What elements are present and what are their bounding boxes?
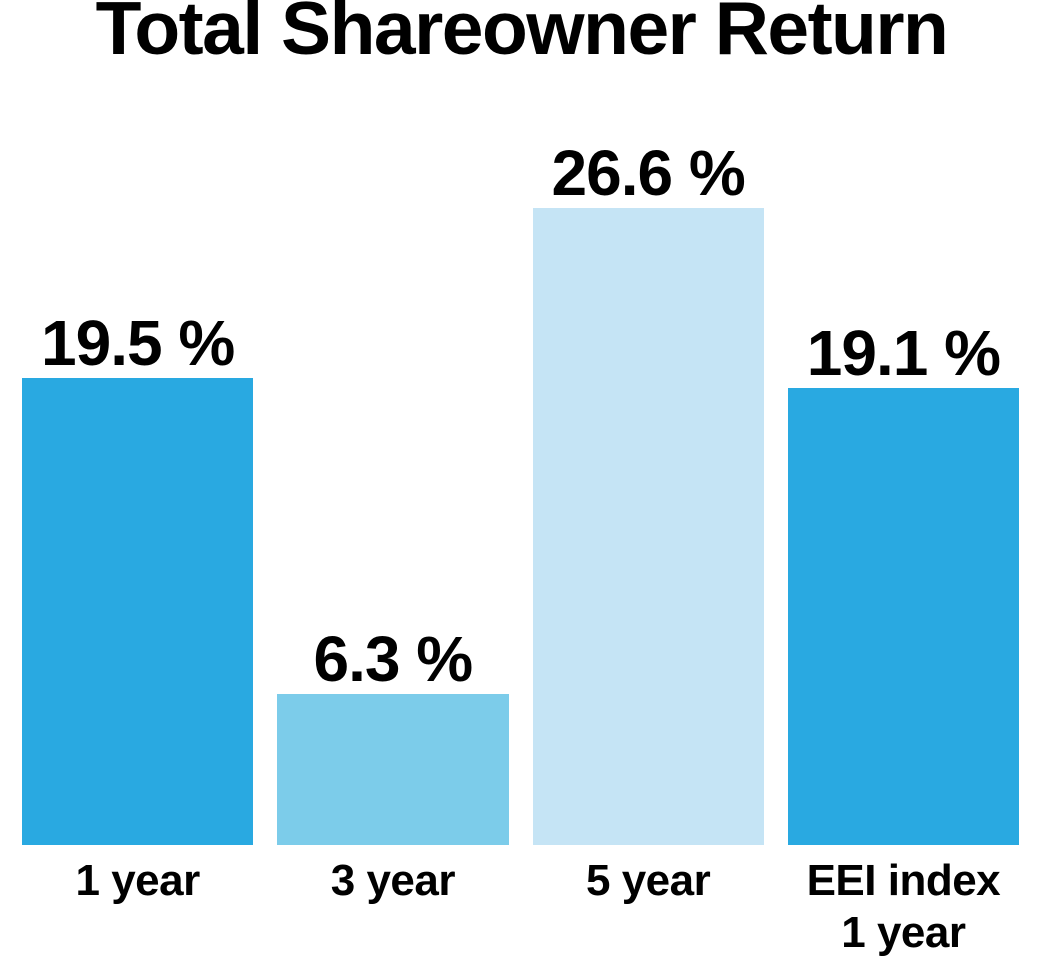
x-axis-labels: 1 year 3 year 5 year EEI index 1 year: [22, 845, 1019, 959]
bar-1-year: [22, 378, 254, 845]
bar-group-3-year: 6.3 %: [277, 623, 509, 845]
x-label-5-year: 5 year: [533, 845, 764, 959]
value-label-3-year: 6.3 %: [313, 623, 474, 695]
plot-area: 19.5 % 6.3 % 26.6 % 19.1 %: [22, 0, 1019, 845]
x-label-eei-index-1-year: EEI index 1 year: [788, 845, 1019, 959]
bar-group-eei-index-1-year: 19.1 %: [787, 317, 1019, 845]
x-label-line: 1 year: [75, 856, 201, 905]
value-label-5-year: 26.6 %: [551, 137, 746, 209]
bar-eei-index-1-year: [787, 388, 1019, 845]
value-label-eei-index-1-year: 19.1 %: [806, 317, 1001, 389]
x-label-line: 3 year: [330, 856, 456, 905]
chart-title: Total Shareowner Return: [95, 0, 949, 70]
bar-group-5-year: 26.6 %: [532, 137, 764, 845]
x-label-line: 5 year: [586, 856, 711, 905]
value-label-1-year: 19.5 %: [41, 307, 235, 379]
bar-5-year: [532, 208, 764, 845]
x-label-1-year: 1 year: [22, 845, 253, 959]
x-label-line: EEI index: [806, 856, 1001, 905]
bar-group-1-year: 19.5 %: [22, 307, 254, 845]
bar-3-year: [277, 694, 509, 845]
x-label-3-year: 3 year: [277, 845, 508, 959]
x-label-line: 1 year: [841, 908, 966, 957]
